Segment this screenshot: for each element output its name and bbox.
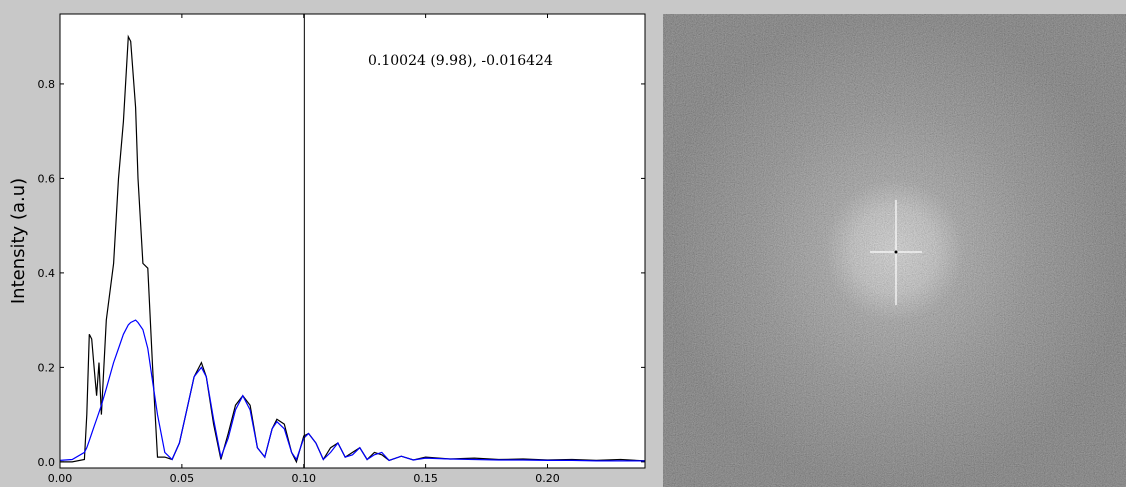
y-tick-label: 0.2 bbox=[38, 361, 56, 374]
plot-area bbox=[60, 14, 645, 468]
y-tick-label: 0.8 bbox=[38, 78, 56, 91]
y-tick-label: 0.4 bbox=[38, 267, 56, 280]
x-tick-label: 0.20 bbox=[535, 472, 560, 485]
fft-center bbox=[894, 250, 898, 254]
fft-noise bbox=[663, 14, 1126, 487]
y-tick-label: 0.0 bbox=[38, 456, 56, 469]
plot-frame bbox=[59, 13, 646, 469]
fft-image bbox=[663, 14, 1126, 487]
x-tick-label: 0.15 bbox=[413, 472, 438, 485]
cursor-annotation: 0.10024 (9.98), -0.016424 bbox=[368, 53, 553, 69]
y-axis-label: Intensity (a.u) bbox=[8, 178, 29, 304]
x-tick-label: 0.00 bbox=[48, 472, 73, 485]
series-line bbox=[59, 319, 645, 462]
y-tick-label: 0.6 bbox=[38, 172, 56, 185]
x-tick-label: 0.05 bbox=[170, 472, 195, 485]
x-tick-label: 0.10 bbox=[292, 472, 317, 485]
